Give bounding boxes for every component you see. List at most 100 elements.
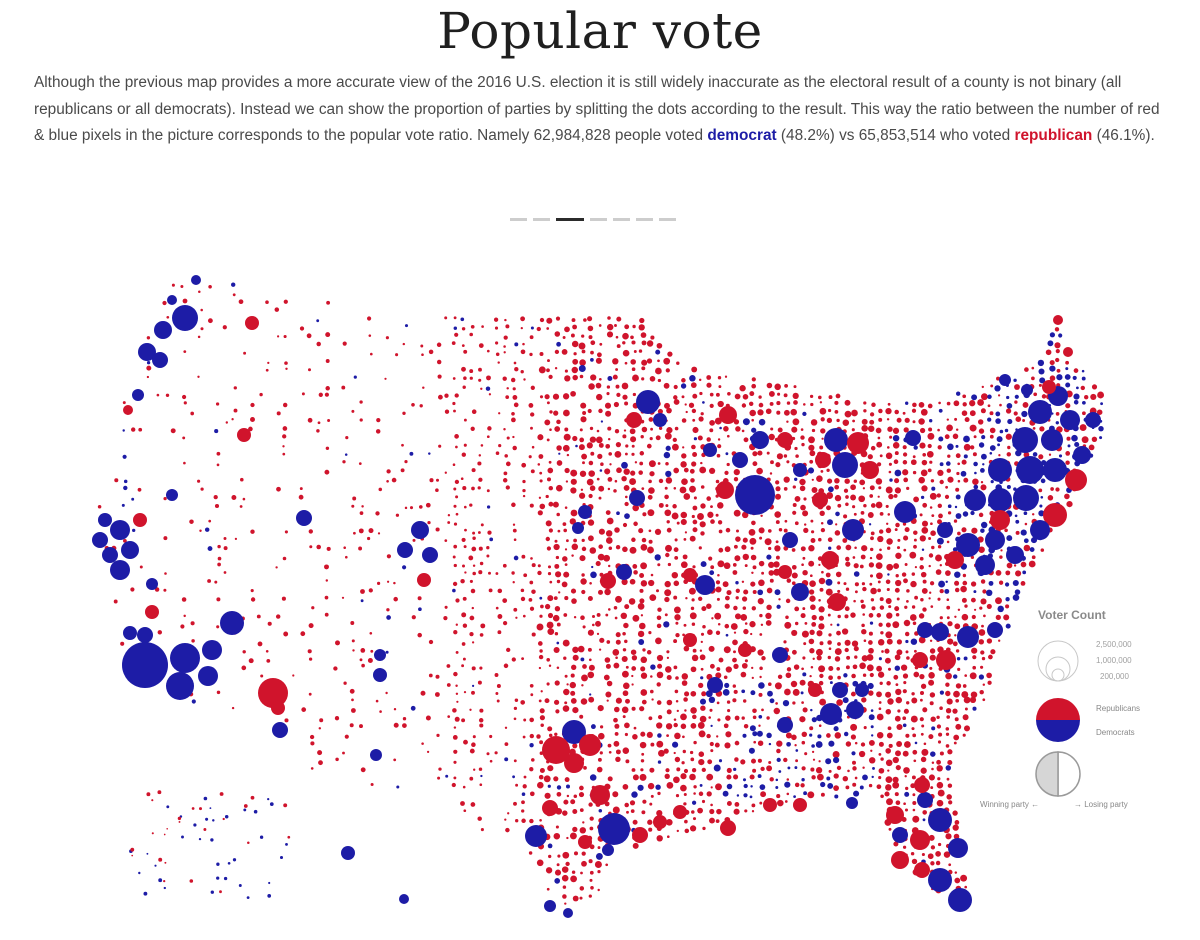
county-dot (521, 800, 525, 805)
county-dot (870, 587, 877, 595)
county-dot (131, 427, 136, 432)
county-dot (214, 429, 219, 434)
county-dot (783, 454, 788, 458)
county-dot (267, 797, 270, 801)
democrat-metro-dot (102, 547, 118, 563)
county-dot (1039, 377, 1046, 384)
county-dot (954, 820, 960, 825)
pager-dash-1[interactable] (510, 218, 527, 221)
county-dot (810, 708, 813, 712)
county-dot (565, 861, 570, 867)
county-dot (783, 393, 788, 398)
county-dot (199, 807, 202, 811)
county-dot (478, 343, 484, 348)
county-dot (861, 418, 868, 425)
county-dot (903, 477, 909, 483)
county-dot (981, 393, 988, 401)
county-dot (692, 714, 697, 720)
county-dot (578, 444, 585, 451)
county-dot (760, 791, 767, 798)
county-dot (277, 335, 280, 338)
county-dot (683, 645, 690, 652)
county-dot (489, 537, 494, 542)
pager-dash-2[interactable] (533, 218, 550, 221)
county-dot (471, 409, 477, 414)
pager-dash-5[interactable] (613, 218, 630, 221)
county-dot (546, 477, 552, 482)
county-dot (885, 691, 892, 698)
county-dot (816, 475, 823, 482)
county-dot (529, 791, 535, 797)
county-dot (664, 773, 670, 779)
county-dot (572, 809, 578, 814)
county-dot (632, 392, 637, 397)
county-dot (837, 675, 841, 680)
county-dot (715, 672, 722, 679)
county-dot (130, 587, 135, 592)
county-dot (869, 412, 875, 417)
county-dot (936, 759, 941, 765)
county-dot (862, 673, 867, 677)
county-dot (709, 817, 715, 824)
county-dot (957, 608, 961, 612)
county-dot (766, 587, 773, 594)
county-dot (529, 743, 534, 748)
county-dot (692, 505, 698, 511)
county-dot (622, 747, 630, 754)
county-dot (868, 647, 874, 654)
county-dot (1065, 360, 1069, 365)
county-dot (785, 732, 792, 739)
pager-dash-7[interactable] (659, 218, 676, 221)
county-dot (902, 452, 908, 457)
county-dot (887, 546, 891, 550)
county-dot (913, 544, 917, 549)
county-dot (503, 428, 506, 431)
county-dot (800, 691, 804, 695)
county-dot (700, 461, 703, 465)
county-dot (757, 774, 762, 779)
county-dot (897, 538, 901, 542)
county-dot (918, 402, 925, 408)
democrat-metro-dot (985, 530, 1005, 550)
county-dot (675, 700, 679, 703)
county-dot (820, 522, 824, 525)
county-dot (819, 510, 825, 516)
county-dot (690, 690, 697, 697)
county-dot (880, 631, 884, 635)
county-dot (554, 563, 560, 569)
democrat-metro-dot (832, 682, 848, 698)
county-dot (656, 623, 662, 629)
county-dot (243, 808, 247, 812)
county-dot (834, 648, 842, 656)
county-dot (684, 403, 687, 406)
county-dot (182, 394, 187, 400)
county-dot (570, 698, 577, 704)
county-dot (969, 696, 977, 704)
pager-dash-6[interactable] (636, 218, 653, 221)
county-dot (453, 326, 458, 330)
county-dot (453, 544, 458, 549)
county-dot (452, 735, 458, 740)
county-dot (904, 808, 909, 812)
county-dot (909, 551, 917, 559)
county-dot (1081, 376, 1086, 381)
democrat-metro-dot (905, 430, 921, 446)
county-dot (673, 487, 677, 490)
county-dot (655, 784, 661, 790)
county-dot (710, 749, 714, 753)
county-dot (604, 468, 611, 475)
county-dot (191, 699, 196, 704)
county-dot (774, 682, 782, 690)
county-dot (250, 795, 255, 800)
county-dot (598, 732, 605, 740)
county-dot (928, 834, 935, 841)
county-dot (727, 709, 731, 713)
county-dot (454, 479, 460, 485)
county-dot (998, 580, 1004, 585)
county-dot (802, 569, 808, 576)
county-dot (786, 778, 790, 781)
pager-dash-3[interactable] (556, 218, 584, 221)
county-dot (232, 858, 237, 862)
county-dot (1039, 504, 1043, 508)
pager-dash-4[interactable] (590, 218, 607, 221)
